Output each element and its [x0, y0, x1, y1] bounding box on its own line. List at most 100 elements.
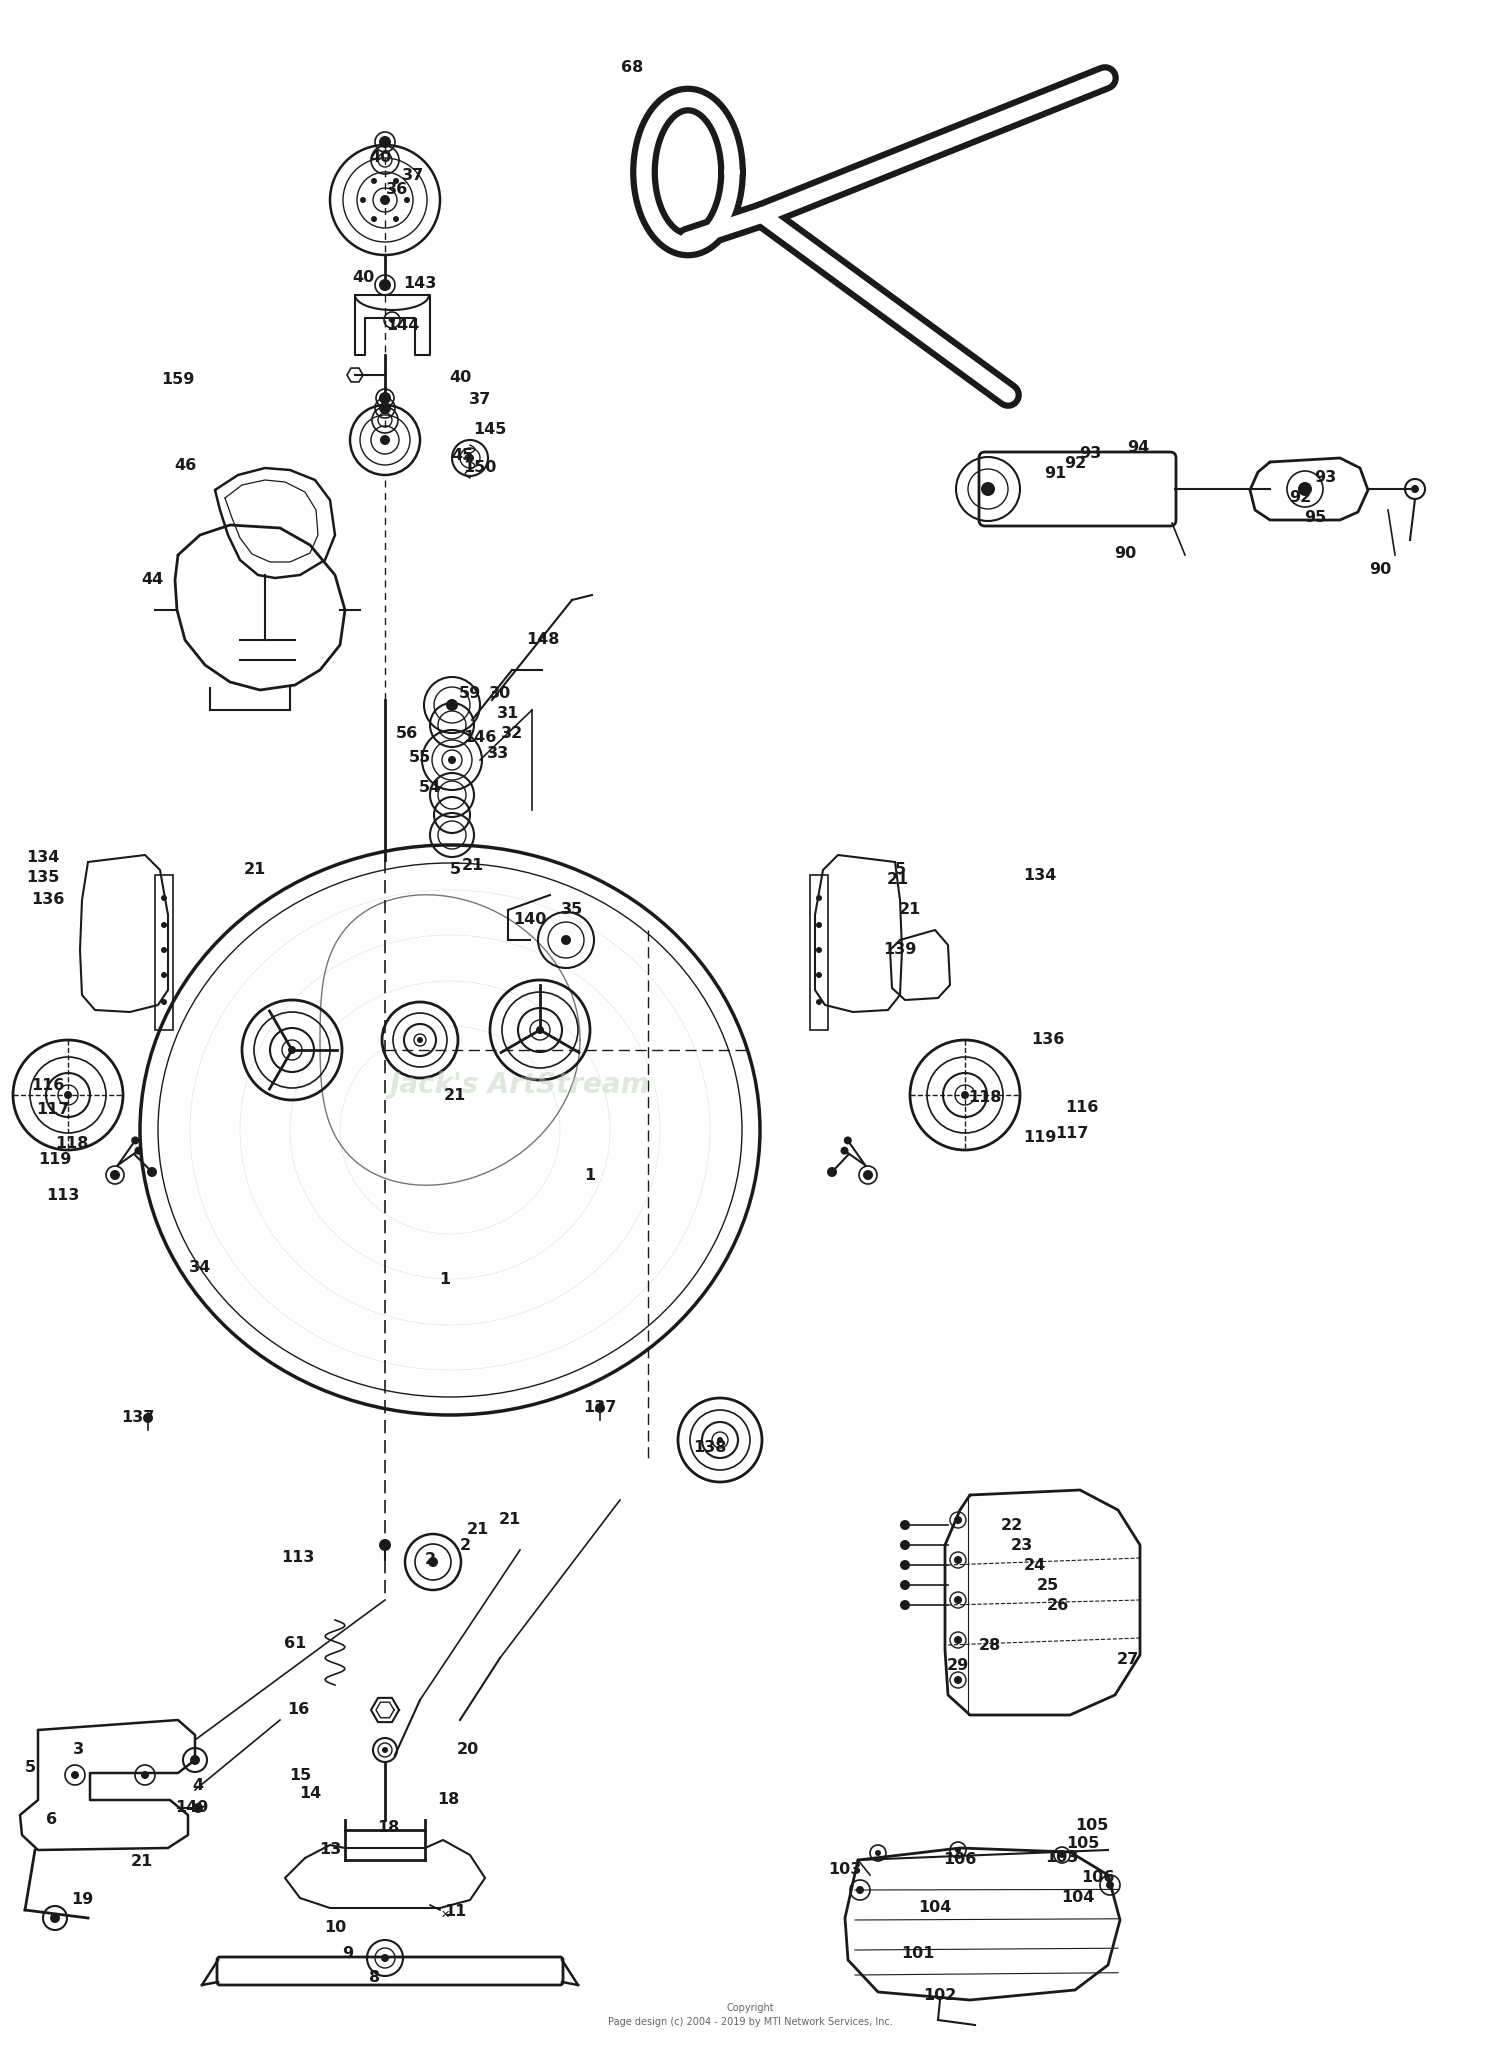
Circle shape: [1412, 485, 1419, 493]
Text: 45: 45: [452, 448, 472, 463]
Text: 149: 149: [176, 1801, 208, 1816]
Text: 34: 34: [189, 1261, 211, 1275]
Text: 35: 35: [561, 903, 584, 917]
Text: 116: 116: [1065, 1101, 1098, 1116]
Circle shape: [956, 1846, 962, 1853]
Text: 37: 37: [402, 168, 424, 182]
Circle shape: [380, 194, 390, 205]
Circle shape: [370, 217, 376, 221]
Text: 93: 93: [1078, 446, 1101, 461]
Circle shape: [900, 1601, 910, 1611]
Text: 18: 18: [436, 1793, 459, 1808]
Text: 11: 11: [444, 1904, 466, 1920]
Circle shape: [816, 948, 822, 954]
Text: 90: 90: [1114, 545, 1136, 561]
Circle shape: [130, 1136, 140, 1144]
Text: 2: 2: [424, 1552, 435, 1568]
Text: 4: 4: [192, 1777, 204, 1793]
Text: 117: 117: [36, 1103, 69, 1118]
Text: 21: 21: [130, 1855, 153, 1869]
Text: 94: 94: [1126, 440, 1149, 456]
Text: ✕: ✕: [441, 1910, 450, 1920]
Circle shape: [536, 1026, 544, 1034]
Circle shape: [142, 1412, 153, 1423]
Circle shape: [380, 135, 392, 147]
Circle shape: [370, 178, 376, 184]
Text: 22: 22: [1000, 1517, 1023, 1533]
Text: Jack's ArtStream: Jack's ArtStream: [390, 1071, 651, 1099]
Circle shape: [135, 1146, 142, 1155]
Text: 139: 139: [884, 942, 916, 958]
Text: 32: 32: [501, 725, 524, 741]
Circle shape: [380, 391, 392, 403]
Text: 150: 150: [464, 461, 496, 475]
Text: 105: 105: [1066, 1836, 1100, 1850]
Circle shape: [380, 278, 392, 291]
Circle shape: [827, 1167, 837, 1177]
Circle shape: [844, 1136, 852, 1144]
Circle shape: [64, 1091, 72, 1099]
Text: 19: 19: [70, 1893, 93, 1908]
Text: 15: 15: [290, 1767, 310, 1783]
Text: 25: 25: [1036, 1578, 1059, 1593]
Circle shape: [900, 1521, 910, 1529]
Text: 33: 33: [488, 745, 508, 761]
Text: 145: 145: [474, 422, 507, 438]
Text: 21: 21: [244, 862, 266, 878]
Circle shape: [427, 1558, 438, 1568]
Text: 10: 10: [324, 1920, 346, 1936]
Text: 24: 24: [1024, 1558, 1045, 1572]
Text: 143: 143: [404, 276, 436, 291]
Text: 2: 2: [459, 1537, 471, 1552]
Circle shape: [900, 1580, 910, 1591]
Text: 103: 103: [1046, 1850, 1078, 1865]
Text: 3: 3: [72, 1742, 84, 1758]
Text: 92: 92: [1288, 491, 1311, 506]
Text: 20: 20: [458, 1742, 478, 1758]
Text: 95: 95: [1304, 510, 1326, 526]
Text: 23: 23: [1011, 1537, 1034, 1552]
Circle shape: [1106, 1881, 1114, 1889]
Text: 21: 21: [898, 903, 921, 917]
Text: 1: 1: [440, 1273, 450, 1288]
Circle shape: [380, 401, 392, 413]
Circle shape: [466, 454, 474, 463]
Text: 59: 59: [459, 686, 482, 700]
Circle shape: [388, 317, 394, 323]
Circle shape: [393, 178, 399, 184]
Circle shape: [900, 1560, 910, 1570]
Circle shape: [160, 972, 166, 978]
Circle shape: [160, 999, 166, 1005]
Circle shape: [393, 217, 399, 221]
Circle shape: [448, 755, 456, 764]
Circle shape: [954, 1597, 962, 1605]
Text: 138: 138: [693, 1441, 726, 1455]
Text: 21: 21: [462, 858, 484, 872]
Circle shape: [382, 1746, 388, 1752]
Text: 68: 68: [621, 61, 644, 76]
Text: 1: 1: [585, 1167, 596, 1183]
Text: 106: 106: [944, 1853, 976, 1867]
Text: 144: 144: [387, 317, 420, 332]
Circle shape: [194, 1803, 202, 1814]
Text: 9: 9: [342, 1945, 354, 1961]
Circle shape: [816, 999, 822, 1005]
Text: 118: 118: [969, 1091, 1002, 1105]
Text: 90: 90: [1370, 563, 1390, 577]
Text: 146: 146: [464, 731, 496, 745]
Text: 29: 29: [946, 1658, 969, 1672]
Circle shape: [954, 1636, 962, 1644]
Circle shape: [160, 895, 166, 901]
Circle shape: [1298, 481, 1312, 495]
Text: 106: 106: [1082, 1871, 1114, 1885]
Circle shape: [954, 1556, 962, 1564]
Circle shape: [417, 1038, 423, 1044]
Text: 101: 101: [902, 1945, 934, 1961]
Text: 30: 30: [489, 686, 512, 700]
Circle shape: [954, 1517, 962, 1525]
Text: 102: 102: [924, 1988, 957, 2002]
Text: 103: 103: [828, 1863, 861, 1877]
Circle shape: [1059, 1853, 1065, 1859]
Circle shape: [190, 1754, 200, 1765]
Circle shape: [404, 197, 410, 203]
